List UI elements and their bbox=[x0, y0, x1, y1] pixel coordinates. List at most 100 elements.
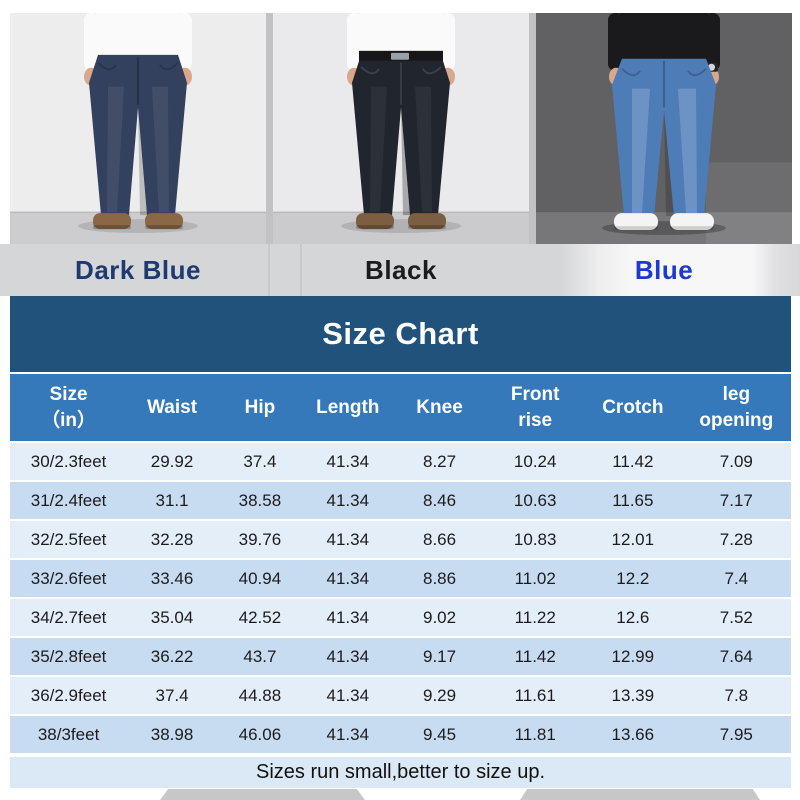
shading bbox=[138, 107, 147, 216]
shoe-sole bbox=[614, 226, 658, 231]
photo-floor bbox=[10, 212, 266, 244]
cell: 12.6 bbox=[616, 607, 650, 627]
size-row: 32/2.5feet 32.28 39.76 41.34 8.66 10.83 12.01 7… bbox=[10, 521, 791, 558]
cell: 41.34 bbox=[326, 529, 370, 549]
size-row: 36/2.9feet 37.4 44.88 41.34 9.29 11.61 13.39 7.… bbox=[10, 677, 791, 714]
cell: 12.2 bbox=[616, 568, 650, 588]
photo-black bbox=[273, 13, 529, 244]
background-leg-shape bbox=[160, 789, 365, 800]
cell: 42.52 bbox=[238, 607, 282, 627]
cell: 11.42 bbox=[514, 646, 556, 666]
cell: 7.8 bbox=[724, 685, 749, 705]
variant-label-dark-blue: Dark Blue bbox=[75, 255, 201, 285]
cell: 10.83 bbox=[513, 529, 557, 549]
photo-floor bbox=[536, 212, 792, 244]
size-row: 34/2.7feet 35.04 42.52 41.34 9.02 11.22 12.6 7.… bbox=[10, 599, 791, 636]
shoe bbox=[614, 213, 658, 231]
cell: 7.28 bbox=[719, 529, 753, 549]
arm bbox=[177, 13, 192, 71]
cell: 8.27 bbox=[422, 451, 457, 471]
variant-label-blue: Blue bbox=[634, 255, 694, 285]
denim-wash bbox=[415, 86, 432, 213]
pocket-seam bbox=[159, 62, 179, 71]
floor-line bbox=[10, 211, 266, 214]
size-chart-section: Size Chart Size （in） Waist Hip Length Kn… bbox=[10, 296, 791, 788]
denim-wash bbox=[678, 88, 697, 214]
col-header-front-rise: Front rise bbox=[510, 383, 560, 431]
shading bbox=[401, 107, 410, 216]
cell: 41.34 bbox=[326, 490, 370, 510]
variant-labels-row: Dark Blue Black Blue bbox=[0, 244, 800, 296]
cell: 32/2.5feet bbox=[30, 529, 107, 549]
cell: 41.34 bbox=[326, 607, 370, 627]
pocket-seam bbox=[621, 68, 641, 77]
cell: 7.09 bbox=[719, 451, 753, 471]
cell: 11.81 bbox=[514, 724, 556, 744]
cell: 33.46 bbox=[150, 568, 194, 588]
shoe bbox=[145, 213, 183, 230]
cell: 41.34 bbox=[326, 646, 370, 666]
cell: 13.66 bbox=[611, 724, 655, 744]
cell: 8.66 bbox=[422, 529, 457, 549]
variant-label-black: Black bbox=[365, 255, 437, 285]
cell: 46.06 bbox=[238, 724, 282, 744]
pocket-seam bbox=[360, 66, 380, 75]
pocket-seam bbox=[687, 68, 707, 77]
col-header-length: Length bbox=[316, 396, 380, 418]
denim-wash bbox=[632, 88, 650, 214]
cell: 7.95 bbox=[719, 724, 753, 744]
arm bbox=[84, 13, 99, 71]
cell: 41.34 bbox=[326, 724, 370, 744]
cell: 35.04 bbox=[150, 607, 194, 627]
cell: 8.46 bbox=[422, 490, 457, 510]
photo-floor bbox=[273, 212, 529, 244]
pocket-seam bbox=[422, 66, 442, 75]
cell: 33/2.6feet bbox=[30, 568, 107, 588]
size-note: Sizes run small,better to size up. bbox=[10, 757, 791, 788]
size-table: Size （in） Waist Hip Length Knee Front ri… bbox=[10, 372, 791, 755]
cell: 32.28 bbox=[150, 529, 194, 549]
col-header-waist: Waist bbox=[147, 396, 198, 418]
cell: 7.17 bbox=[719, 490, 753, 510]
shoe bbox=[356, 213, 394, 230]
shoe-sole bbox=[356, 225, 394, 230]
jeans-figure-black-illustration bbox=[273, 13, 529, 244]
cell: 11.65 bbox=[612, 490, 654, 510]
cell: 11.02 bbox=[514, 568, 556, 588]
cell: 31/2.4feet bbox=[30, 490, 107, 510]
jeans bbox=[612, 58, 716, 217]
cell: 40.94 bbox=[238, 568, 282, 588]
cell: 38.98 bbox=[150, 724, 194, 744]
cell: 7.52 bbox=[719, 607, 753, 627]
background-leg-shape bbox=[520, 789, 760, 800]
cell: 41.34 bbox=[326, 685, 370, 705]
cell: 37.4 bbox=[155, 685, 189, 705]
cell: 11.22 bbox=[514, 607, 556, 627]
size-row: 35/2.8feet 36.22 43.7 41.34 9.17 11.42 12.99 7.… bbox=[10, 638, 791, 675]
cell: 38/3feet bbox=[37, 724, 100, 744]
size-chart-title: Size Chart bbox=[10, 296, 791, 372]
cell: 10.63 bbox=[513, 490, 557, 510]
photo-blue bbox=[536, 13, 792, 244]
shoe-sole bbox=[408, 225, 446, 230]
cell: 37.4 bbox=[243, 451, 277, 471]
size-row: 31/2.4feet 31.1 38.58 41.34 8.46 10.63 11.65 7.… bbox=[10, 482, 791, 519]
cell: 29.92 bbox=[150, 451, 194, 471]
fabric-seam bbox=[300, 244, 302, 296]
cell: 36/2.9feet bbox=[30, 685, 107, 705]
cell: 41.34 bbox=[326, 568, 370, 588]
jeans-figure-blue-illustration bbox=[536, 13, 792, 244]
col-header-crotch: Crotch bbox=[602, 396, 664, 418]
shirt bbox=[96, 13, 180, 57]
cell: 7.4 bbox=[724, 568, 749, 588]
size-row: 33/2.6feet 33.46 40.94 41.34 8.86 11.02 12.2 7.… bbox=[10, 560, 791, 597]
cell: 11.61 bbox=[514, 685, 556, 705]
cell: 10.24 bbox=[513, 451, 557, 471]
background-highlight bbox=[706, 162, 792, 244]
cell: 12.01 bbox=[611, 529, 655, 549]
cell: 12.99 bbox=[611, 646, 655, 666]
cell: 11.42 bbox=[612, 451, 654, 471]
arm bbox=[347, 13, 362, 71]
cell: 44.88 bbox=[238, 685, 282, 705]
